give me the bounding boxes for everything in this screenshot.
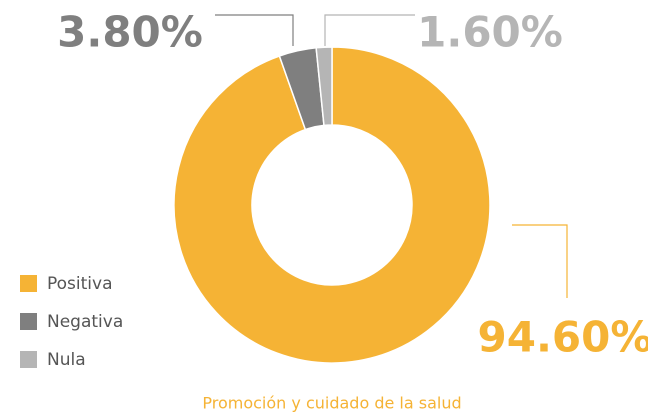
data-label: 1.60% <box>417 8 563 57</box>
slice <box>315 46 333 127</box>
data-label: 94.60% <box>478 313 648 362</box>
legend-swatch <box>20 313 37 330</box>
leader-line <box>215 14 294 46</box>
leader-line <box>512 224 568 298</box>
legend-swatch <box>20 275 37 292</box>
legend-label: Nula <box>47 350 86 370</box>
data-label: 3.80% <box>57 8 203 57</box>
leader-line <box>324 14 415 46</box>
slice <box>173 46 491 364</box>
legend-swatch <box>20 351 37 368</box>
chart-title: Promoción y cuidado de la salud <box>202 394 461 413</box>
legend-label: Positiva <box>47 274 113 294</box>
legend-label: Negativa <box>47 312 123 332</box>
